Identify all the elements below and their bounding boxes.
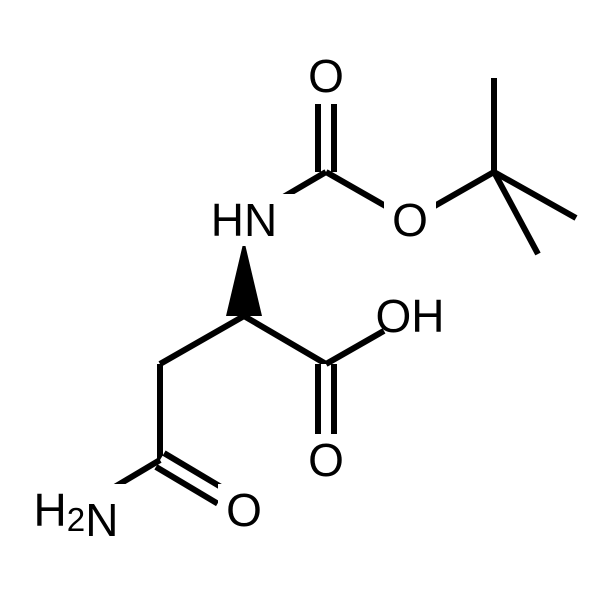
atom-label-O_acid_dbl: O — [308, 434, 344, 486]
atom-label-O_top: O — [308, 50, 344, 102]
atom-label-HN: HN — [211, 194, 277, 246]
atom-labels: OHNOOOHOH2N — [16, 48, 514, 546]
atom-label-OH: OH — [376, 290, 445, 342]
bonds — [114, 78, 576, 497]
atom-label-O_ester: O — [392, 194, 428, 246]
atom-label-O_amide: O — [226, 484, 262, 536]
molecule-structure-diagram: OHNOOOHOH2N — [0, 0, 600, 600]
